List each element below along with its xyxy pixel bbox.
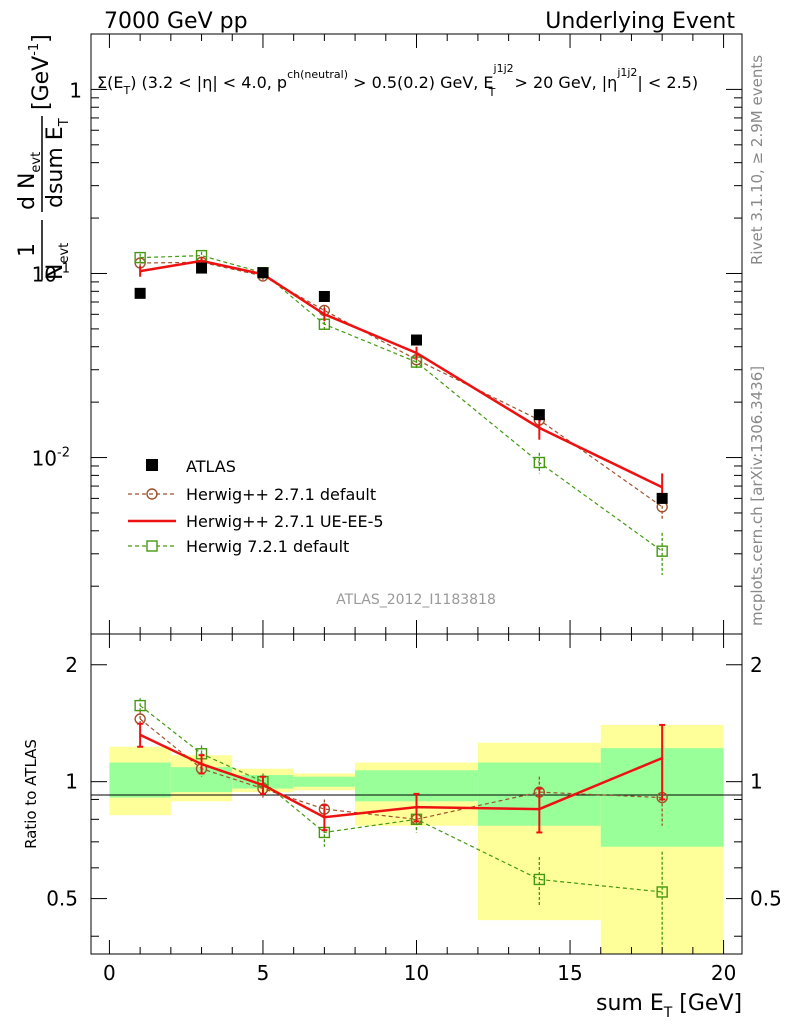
legend-marker-herwig7 bbox=[146, 540, 158, 552]
selection-label-sup: ch(neutral) bbox=[287, 68, 348, 81]
y-label-dsum-main: dsum E bbox=[43, 126, 68, 208]
rivet-version-label: Rivet 3.1.10, ≥ 2.9M events bbox=[748, 55, 766, 265]
x-tick-label: 10 bbox=[404, 961, 429, 985]
x-axis-label-main: sum E bbox=[596, 991, 664, 1016]
y-label-unit: [GeV-1] bbox=[27, 34, 54, 110]
legend-label-herwigpp-default: Herwig++ 2.7.1 default bbox=[186, 485, 376, 504]
ratio-data-series bbox=[134, 698, 668, 945]
main-series-line bbox=[139, 259, 663, 489]
main-point-herwig7 bbox=[656, 545, 668, 557]
y-label-d-n-main: d N bbox=[15, 173, 40, 210]
y-label-dsum-sub: T bbox=[57, 118, 72, 127]
main-y-tick-label-base: 10 bbox=[32, 262, 57, 286]
ratio-y-tick-label-right: 0.5 bbox=[750, 887, 782, 911]
main-data-series bbox=[134, 249, 668, 576]
main-point-atlas bbox=[134, 287, 146, 299]
y-label-unit-main: [GeV bbox=[29, 56, 54, 110]
selection-label-part: | < 2.5) bbox=[637, 73, 698, 92]
y-label-dsum: dsum ET bbox=[43, 118, 72, 208]
main-point-atlas bbox=[533, 409, 545, 421]
mcplots-label: mcplots.cern.ch [arXiv:1306.3436] bbox=[748, 366, 766, 626]
main-point-atlas bbox=[411, 334, 422, 346]
x-tick-label: 0 bbox=[103, 961, 116, 985]
y-label-n-evt: Nevt bbox=[43, 243, 72, 280]
legend-label-herwigpp-ueee5: Herwig++ 2.7.1 UE-EE-5 bbox=[186, 512, 384, 531]
legend-marker-atlas bbox=[146, 459, 158, 471]
ratio-point-herwig7 bbox=[656, 886, 668, 898]
x-axis-ticks: 0 5 10 15 20 bbox=[103, 34, 736, 985]
x-axis-label-unit: [GeV] bbox=[672, 991, 742, 1016]
selection-label-part: Σ(E bbox=[97, 73, 123, 92]
legend-label-atlas: ATLAS bbox=[186, 457, 236, 476]
selection-label-sup: j1j2 bbox=[493, 62, 514, 75]
analysis-tag: ATLAS_2012_I1183818 bbox=[336, 592, 496, 608]
selection-label-part: ) (3.2 < |η| < 4.0, p bbox=[130, 73, 287, 92]
main-point-atlas bbox=[318, 290, 330, 302]
x-tick-label: 15 bbox=[557, 961, 582, 985]
x-axis-label: sum ET [GeV] bbox=[596, 991, 742, 1021]
y-label-unit-end: ] bbox=[29, 34, 54, 43]
main-y-tick-label-base: 1 bbox=[69, 78, 82, 102]
main-panel: 110-110-2 Σ(ET) (3.2 < |η| < 4.0, pch(ne… bbox=[15, 33, 743, 635]
main-point-herwig7 bbox=[533, 456, 546, 469]
ratio-point-herwig7 bbox=[533, 873, 546, 886]
selection-label-sub: T bbox=[122, 84, 130, 97]
ratio-band-inner bbox=[293, 776, 356, 787]
ratio-point-herwig7 bbox=[134, 699, 146, 712]
x-axis-label-sub: T bbox=[663, 1005, 673, 1021]
main-axis-ticks: 110-110-2 bbox=[32, 33, 742, 587]
main-y-tick-label: 1 bbox=[69, 78, 82, 102]
x-tick-label: 5 bbox=[257, 961, 270, 985]
y-label-one: 1 bbox=[15, 243, 40, 257]
y-label-n-evt-sub: evt bbox=[57, 243, 72, 264]
y-label-unit-sup: -1 bbox=[27, 43, 42, 56]
header-left: 7000 GeV pp bbox=[104, 9, 248, 34]
selection-label-part: > 20 GeV, |η bbox=[509, 73, 617, 92]
ratio-y-tick-label: 2 bbox=[65, 653, 78, 677]
main-y-tick-label-exp: -2 bbox=[57, 446, 70, 461]
main-point-atlas bbox=[257, 267, 269, 279]
main-y-tick-label-exp: -1 bbox=[57, 261, 70, 276]
main-point-atlas bbox=[196, 262, 208, 274]
legend-marker-herwigpp-default bbox=[146, 488, 158, 500]
selection-label-part: > 0.5(0.2) GeV, E bbox=[348, 73, 494, 92]
selection-label-sup: j1j2 bbox=[616, 66, 637, 79]
selection-label-sub: T bbox=[488, 86, 496, 99]
x-tick-label: 20 bbox=[711, 961, 736, 985]
y-label-n-evt-main: N bbox=[43, 264, 68, 280]
ratio-y-tick-label: 1 bbox=[65, 770, 78, 794]
selection-label: Σ(ET) (3.2 < |η| < 4.0, pch(neutral) > 0… bbox=[97, 62, 698, 99]
main-y-tick-label-base: 10 bbox=[32, 447, 57, 471]
main-point-herwig7 bbox=[134, 251, 146, 264]
main-point-atlas bbox=[656, 492, 668, 504]
main-series-line bbox=[140, 255, 663, 552]
main-y-tick-label: 10-2 bbox=[32, 446, 70, 471]
legend-label-herwig7: Herwig 7.2.1 default bbox=[186, 537, 349, 556]
y-label-d-n: d Nevt bbox=[15, 152, 44, 210]
ratio-panel: 2 2 1 1 0.5 0.5 Ratio to ATLAS bbox=[22, 633, 782, 955]
header-right: Underlying Event bbox=[545, 9, 735, 34]
ratio-y-tick-label: 0.5 bbox=[46, 887, 78, 911]
ratio-y-tick-label-right: 2 bbox=[750, 653, 763, 677]
y-label-d-n-sub: evt bbox=[29, 152, 44, 173]
main-y-tick-label: 10-1 bbox=[32, 261, 70, 286]
legend: ATLAS Herwig++ 2.7.1 default Herwig++ 2.… bbox=[128, 457, 384, 556]
ratio-band-inner bbox=[109, 762, 171, 798]
ratio-y-axis-label: Ratio to ATLAS bbox=[22, 739, 40, 849]
ratio-y-tick-label-right: 1 bbox=[750, 770, 763, 794]
main-y-axis-label: 1 Nevt d Nevt dsum ET [GeV-1] bbox=[15, 34, 72, 280]
ratio-axis-ticks: 2 2 1 1 0.5 0.5 bbox=[46, 653, 782, 937]
